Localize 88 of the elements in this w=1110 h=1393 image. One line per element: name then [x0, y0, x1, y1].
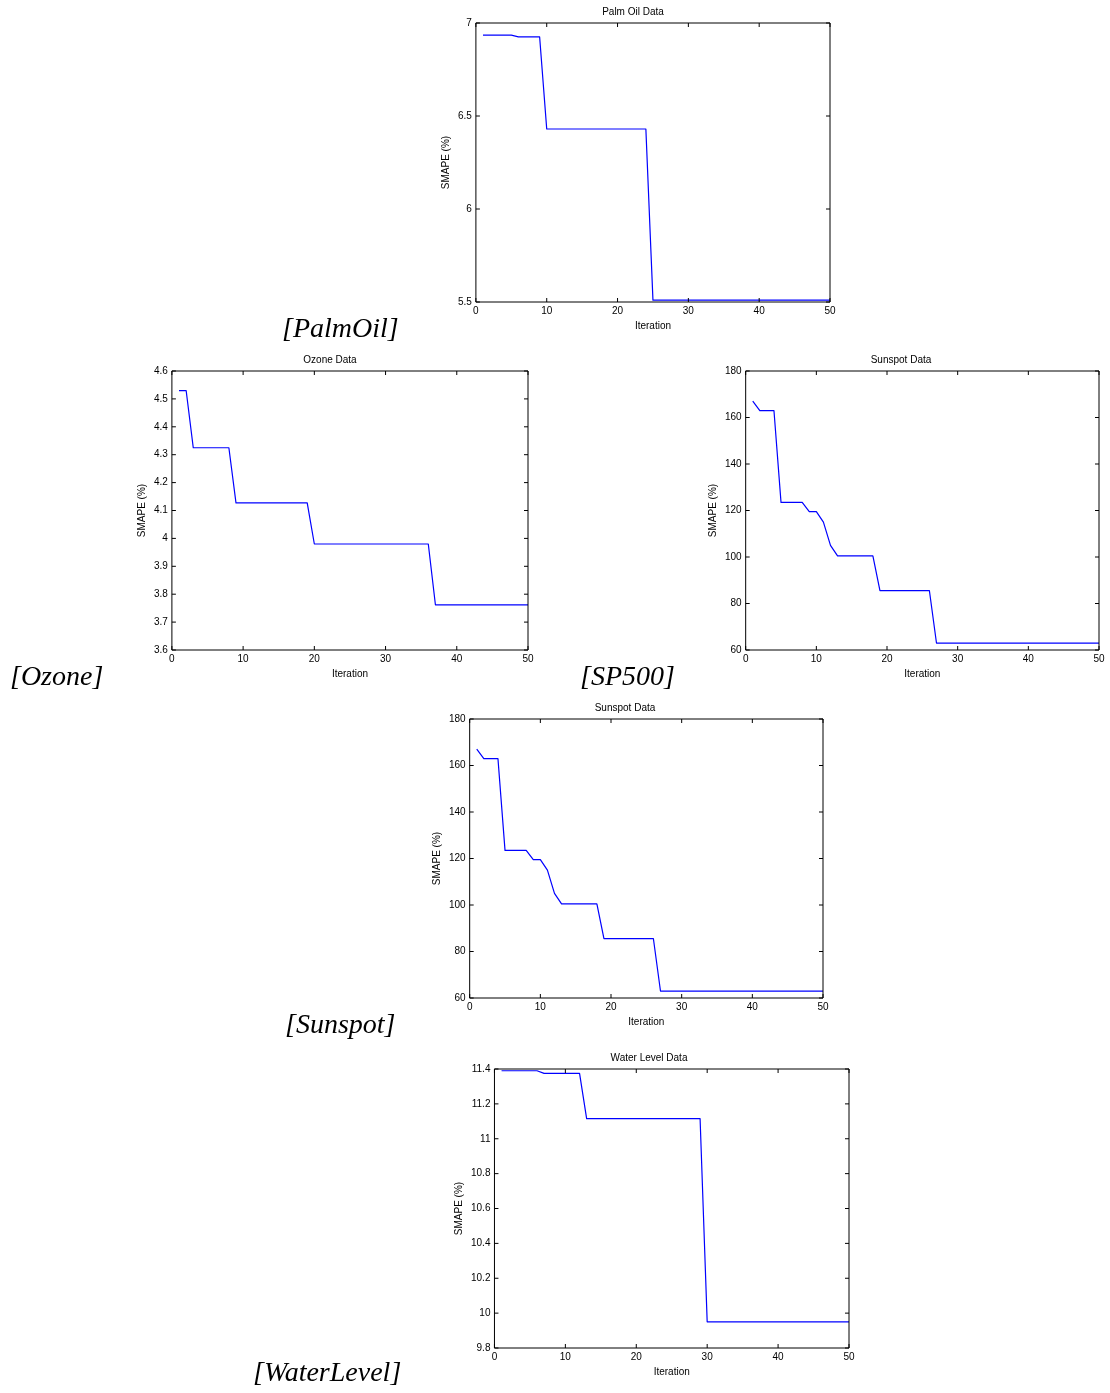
x-tick-label: 40 [1022, 652, 1035, 664]
x-tick-label: 30 [952, 652, 964, 664]
chart-title: Ozone Data [303, 353, 358, 365]
text: [Sunspot] [285, 1008, 396, 1040]
y-axis-title: SMAPE (%) [706, 483, 718, 538]
x-tick-label: 30 [682, 304, 695, 316]
x-tick-label: 40 [753, 304, 766, 316]
x-tick-label: 20 [611, 304, 624, 316]
y-tick-label: 3.9 [154, 560, 169, 572]
y-tick-label: 140 [449, 805, 467, 817]
x-tick-label: 0 [491, 1350, 498, 1362]
text: [PalmOil] [282, 312, 399, 344]
x-tick-label: 40 [772, 1350, 785, 1362]
x-tick-label: 50 [817, 1000, 829, 1012]
y-tick-label: 11.4 [471, 1062, 491, 1074]
y-tick-label: 6 [466, 202, 473, 214]
x-tick-label: 50 [843, 1350, 855, 1362]
y-tick-label: 11 [480, 1132, 491, 1144]
y-tick-label: 60 [454, 991, 467, 1003]
y-tick-label: 10.8 [470, 1167, 491, 1179]
x-axis-title: Iteration [628, 1015, 665, 1027]
x-tick-label: 10 [810, 652, 823, 664]
x-tick-label: 20 [630, 1350, 643, 1362]
y-axis-title: SMAPE (%) [135, 483, 147, 538]
y-axis-title: SMAPE (%) [452, 1181, 464, 1236]
x-tick-label: 50 [522, 652, 534, 664]
x-tick-label: 30 [701, 1350, 714, 1362]
x-axis-title: Iteration [331, 667, 369, 679]
y-tick-label: 4.3 [154, 448, 169, 460]
y-tick-label: 3.7 [154, 615, 169, 627]
x-tick-label: 50 [1093, 652, 1105, 664]
y-tick-label: 6.5 [458, 109, 473, 121]
x-tick-label: 10 [534, 1000, 547, 1012]
y-tick-label: 160 [725, 411, 743, 423]
x-tick-label: 20 [308, 652, 321, 664]
x-tick-label: 50 [824, 304, 836, 316]
y-tick-label: 11.2 [471, 1097, 491, 1109]
x-tick-label: 0 [473, 304, 480, 316]
y-axis-title: SMAPE (%) [439, 135, 451, 190]
y-tick-label: 10.2 [470, 1272, 491, 1283]
y-tick-label: 7 [466, 16, 473, 28]
text: [Ozone] [10, 660, 104, 692]
text: [WaterLevel] [253, 1356, 402, 1388]
y-tick-label: 120 [449, 852, 467, 864]
y-tick-label: 4.5 [154, 392, 169, 404]
x-tick-label: 0 [169, 652, 176, 664]
y-axis-title: SMAPE (%) [430, 831, 442, 886]
y-tick-label: 100 [725, 550, 743, 562]
y-tick-label: 4.6 [154, 364, 169, 376]
y-tick-label: 10.6 [470, 1202, 491, 1214]
chart-title: Sunspot Data [594, 701, 656, 713]
x-tick-label: 20 [605, 1000, 618, 1012]
x-tick-label: 0 [466, 1000, 473, 1012]
x-tick-label: 40 [451, 652, 463, 664]
chart-title: Sunspot Data [870, 353, 932, 365]
x-tick-label: 10 [559, 1350, 572, 1362]
chart-title: Palm Oil Data [602, 5, 665, 17]
y-tick-label: 10.4 [470, 1237, 491, 1249]
y-tick-label: 10 [479, 1306, 491, 1318]
x-tick-label: 10 [541, 304, 553, 316]
y-tick-label: 3.8 [154, 587, 169, 599]
x-tick-label: 40 [746, 1000, 759, 1012]
y-tick-label: 4.1 [154, 504, 169, 516]
y-tick-label: 4.2 [154, 476, 169, 488]
y-tick-label: 60 [730, 643, 743, 655]
x-tick-label: 10 [237, 652, 250, 664]
y-tick-label: 3.6 [154, 643, 169, 655]
x-axis-title: Iteration [634, 319, 672, 331]
y-tick-label: 180 [725, 364, 743, 376]
y-tick-label: 4.4 [154, 420, 169, 432]
y-tick-label: 100 [449, 898, 467, 910]
x-tick-label: 30 [380, 652, 392, 664]
chart-title: Water Level Data [610, 1051, 688, 1063]
x-tick-label: 30 [676, 1000, 688, 1012]
y-tick-label: 9.8 [476, 1341, 491, 1353]
x-axis-title: Iteration [904, 667, 941, 679]
y-tick-label: 140 [725, 457, 743, 469]
y-tick-label: 80 [730, 597, 743, 609]
x-axis-title: Iteration [653, 1365, 690, 1377]
y-tick-label: 180 [449, 712, 467, 724]
x-tick-label: 0 [742, 652, 749, 664]
text: [SP500] [580, 660, 675, 692]
y-tick-label: 120 [725, 504, 743, 516]
y-tick-label: 80 [454, 945, 467, 957]
y-tick-label: 5.5 [458, 295, 473, 307]
x-tick-label: 20 [881, 652, 894, 664]
y-tick-label: 4 [162, 532, 169, 544]
y-tick-label: 160 [449, 759, 467, 771]
